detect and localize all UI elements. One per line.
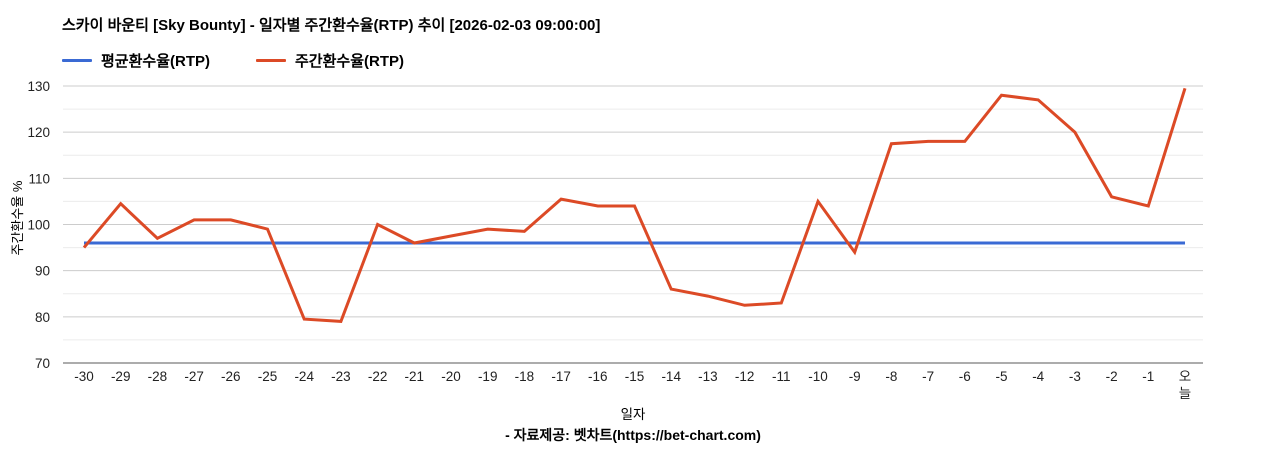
x-tick-label: -14 (661, 369, 681, 384)
legend-label-weekly-rtp: 주간환수율(RTP) (295, 53, 404, 70)
x-tick-label: -15 (625, 369, 645, 384)
x-tick-label: -12 (735, 369, 755, 384)
x-tick-label: -25 (258, 369, 278, 384)
y-tick-label: 130 (27, 79, 50, 94)
y-tick-label: 90 (35, 264, 50, 279)
x-tick-label: -20 (441, 369, 461, 384)
x-axis-title: 일자 (620, 407, 646, 422)
x-tick-label: -10 (808, 369, 828, 384)
x-tick-label: -16 (588, 369, 608, 384)
legend-item-weekly-rtp: 주간환수율(RTP) (256, 50, 404, 71)
x-tick-label: -2 (1106, 369, 1118, 384)
x-tick-label: -6 (959, 369, 971, 384)
x-tick-label: -29 (111, 369, 131, 384)
x-tick-label: -24 (294, 369, 314, 384)
x-tick-label: -23 (331, 369, 351, 384)
x-tick-label: -26 (221, 369, 241, 384)
average-line-swatch (62, 59, 92, 62)
legend: 평균환수율(RTP) 주간환수율(RTP) (62, 50, 404, 71)
legend-item-average-rtp: 평균환수율(RTP) (62, 50, 210, 71)
chart-title: 스카이 바운티 [Sky Bounty] - 일자별 주간환수율(RTP) 추이… (62, 17, 601, 34)
x-tick-label: -30 (74, 369, 94, 384)
y-tick-label: 110 (28, 171, 50, 186)
y-tick-label: 100 (27, 218, 50, 233)
x-tick-label: -1 (1142, 369, 1154, 384)
x-tick-label: -4 (1032, 369, 1044, 384)
x-tick-label: -21 (405, 369, 425, 384)
x-tick-label: -9 (849, 369, 861, 384)
x-tick-label: -5 (995, 369, 1007, 384)
x-tick-label: -22 (368, 369, 388, 384)
x-tick-label: -11 (772, 369, 791, 384)
x-tick-label: -13 (698, 369, 718, 384)
x-tick-label: -27 (184, 369, 204, 384)
legend-label-average-rtp: 평균환수율(RTP) (101, 53, 210, 70)
x-tick-label: -17 (551, 369, 571, 384)
x-tick-label: -7 (922, 369, 934, 384)
footer-credit: - 자료제공: 벳차트(https://bet-chart.com) (505, 427, 761, 443)
x-tick-label: -8 (885, 369, 897, 384)
x-tick-label: -19 (478, 369, 498, 384)
x-tick-label: -3 (1069, 369, 1081, 384)
weekly-line-swatch (256, 59, 286, 62)
x-tick-label: -18 (515, 369, 535, 384)
y-tick-label: 120 (27, 125, 50, 140)
x-tick-label: -28 (148, 369, 168, 384)
y-tick-label: 80 (35, 310, 50, 325)
y-tick-label: 70 (35, 356, 50, 371)
weekly-rtp-line (82, 87, 1187, 323)
